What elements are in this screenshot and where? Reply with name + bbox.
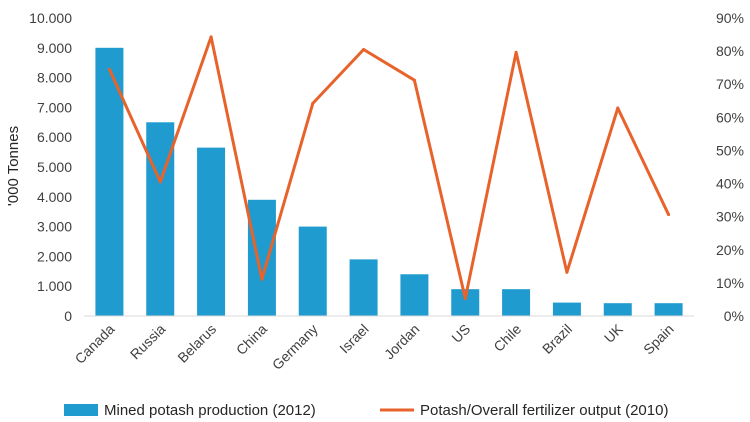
bar-germany: [298, 226, 327, 316]
left-tick-label: 6.000: [37, 129, 72, 145]
line-point-belarus: [209, 35, 213, 39]
legend-bar-label: Mined potash production (2012): [104, 402, 316, 419]
x-tick-label: Brazil: [539, 321, 575, 357]
right-tick-label: 80%: [716, 43, 744, 59]
x-tick-label: US: [448, 321, 473, 346]
x-tick-label: Canada: [72, 321, 118, 367]
left-tick-label: 5.000: [37, 159, 72, 175]
line-point-russia: [158, 180, 162, 184]
left-tick-label: 4.000: [37, 189, 72, 205]
right-tick-label: 60%: [716, 109, 744, 125]
bar-jordan: [400, 274, 429, 316]
line-point-canada: [107, 67, 111, 71]
left-tick-label: 8.000: [37, 70, 72, 86]
right-axis-ticks: 0% 10% 20% 30% 40% 50% 60% 70% 80% 90%: [716, 10, 744, 324]
bar-china: [247, 199, 276, 316]
line-point-spain: [667, 213, 671, 217]
x-tick-label: Chile: [490, 321, 524, 355]
left-tick-label: 7.000: [37, 99, 72, 115]
x-tick-label: China: [233, 321, 270, 358]
left-tick-label: 1.000: [37, 278, 72, 294]
y-axis-title: '000 Tonnes: [5, 126, 22, 206]
bar-chile: [502, 289, 531, 316]
x-tick-label: Spain: [640, 321, 677, 358]
bar-spain: [654, 303, 683, 316]
left-tick-label: 10.000: [29, 10, 72, 26]
right-tick-label: 50%: [716, 142, 744, 158]
line-path: [108, 35, 670, 300]
bar-israel: [349, 259, 378, 316]
right-tick-label: 70%: [716, 76, 744, 92]
bar-belarus: [197, 147, 226, 316]
line-series: [107, 35, 671, 300]
x-tick-label: Russia: [127, 321, 169, 363]
line-point-germany: [311, 101, 315, 105]
bar-brazil: [552, 302, 581, 316]
right-tick-label: 0%: [724, 308, 744, 324]
left-tick-label: 3.000: [37, 219, 72, 235]
bar-uk: [603, 303, 632, 316]
legend: Mined potash production (2012) Potash/Ov…: [64, 402, 668, 419]
line-point-uk: [616, 106, 620, 110]
right-tick-label: 30%: [716, 209, 744, 225]
left-axis-ticks: 0 1.000 2.000 3.000 4.000 5.000 6.000 7.000 8.00…: [29, 10, 72, 324]
x-tick-label: Jordan: [381, 321, 423, 363]
right-tick-label: 90%: [716, 10, 744, 26]
x-tick-label: Israel: [336, 321, 372, 357]
x-tick-label: UK: [601, 320, 627, 346]
left-tick-label: 2.000: [37, 248, 72, 264]
line-point-chile: [514, 50, 518, 54]
left-tick-label: 0: [64, 308, 72, 324]
line-point-brazil: [565, 270, 569, 274]
right-tick-label: 20%: [716, 242, 744, 258]
line-point-israel: [362, 47, 366, 51]
line-point-jordan: [412, 78, 416, 82]
line-point-china: [260, 277, 264, 281]
right-tick-label: 10%: [716, 275, 744, 291]
x-tick-label: Germany: [269, 321, 321, 373]
legend-line-label: Potash/Overall fertilizer output (2010): [420, 402, 668, 419]
right-tick-label: 40%: [716, 176, 744, 192]
legend-bar-swatch: [64, 404, 98, 416]
left-tick-label: 9.000: [37, 40, 72, 56]
line-point-us: [463, 296, 467, 300]
x-tick-label: Belarus: [174, 321, 219, 366]
